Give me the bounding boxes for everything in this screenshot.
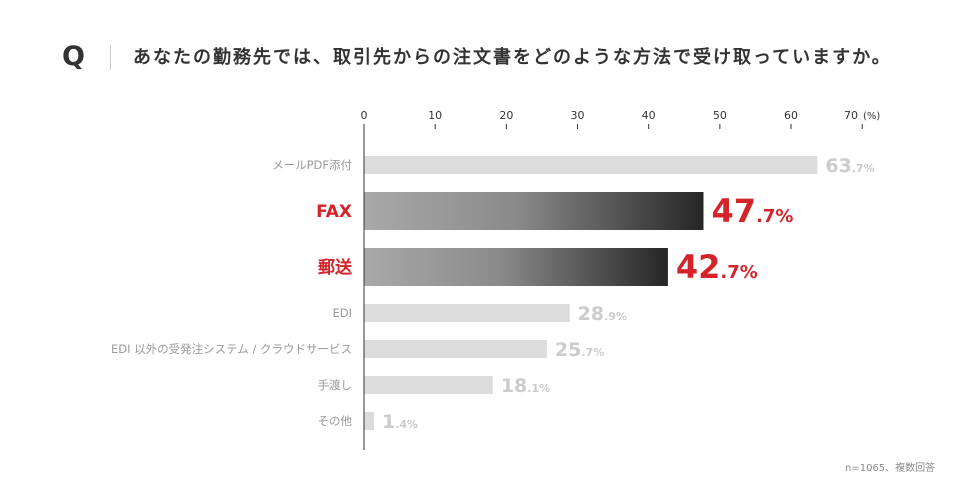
- x-tick-value: 0: [361, 109, 368, 122]
- value-label: 63.7%: [825, 155, 874, 177]
- value-integer: 18: [501, 375, 527, 397]
- value-decimal: .1%: [527, 382, 550, 395]
- value-decimal: .7%: [581, 346, 604, 359]
- bar: [364, 376, 493, 394]
- x-tick-value: 10: [428, 109, 442, 122]
- x-tick-label: 70 (%): [844, 109, 880, 122]
- bar: [364, 304, 570, 322]
- sample-note: n=1065、複数回答: [845, 463, 936, 474]
- x-tick-value: 50: [713, 109, 727, 122]
- value-decimal: .9%: [604, 310, 627, 323]
- category-label: 手渡し: [318, 378, 353, 392]
- value-integer: 42: [676, 248, 721, 286]
- x-tick-label: 0: [361, 109, 368, 122]
- category-label: その他: [318, 414, 353, 428]
- value-integer: 1: [382, 411, 395, 433]
- x-tick-value: 40: [642, 109, 656, 122]
- value-integer: 28: [578, 303, 604, 325]
- category-label: FAX: [316, 202, 352, 222]
- x-tick-label: 40: [642, 109, 656, 122]
- value-label: 47.7%: [711, 192, 793, 230]
- x-tick-value: 70: [844, 109, 858, 122]
- value-decimal: .4%: [395, 418, 418, 431]
- value-decimal: .7%: [756, 206, 793, 227]
- value-integer: 47: [711, 192, 756, 230]
- bar: [364, 412, 374, 430]
- x-tick-label: 30: [571, 109, 585, 122]
- x-tick-value: 60: [784, 109, 798, 122]
- title-divider: [110, 45, 111, 70]
- value-decimal: .7%: [720, 262, 757, 283]
- value-label: 28.9%: [578, 303, 627, 325]
- bar: [364, 340, 547, 358]
- value-label: 18.1%: [501, 375, 550, 397]
- value-integer: 63: [825, 155, 851, 177]
- question-mark: Q: [62, 41, 85, 72]
- category-label: 郵送: [318, 257, 353, 278]
- x-tick-label: 10: [428, 109, 442, 122]
- x-axis-unit: (%): [863, 111, 880, 122]
- x-tick-label: 60: [784, 109, 798, 122]
- category-label: EDI 以外の受発注システム / クラウドサービス: [111, 342, 352, 356]
- value-integer: 25: [555, 339, 581, 361]
- x-tick-value: 20: [499, 109, 513, 122]
- bar: [364, 156, 818, 174]
- x-tick-label: 50: [713, 109, 727, 122]
- value-label: 42.7%: [676, 248, 758, 286]
- category-label: メールPDF添付: [272, 158, 352, 172]
- x-tick-label: 20: [499, 109, 513, 122]
- value-label: 25.7%: [555, 339, 604, 361]
- bar: [364, 192, 704, 230]
- value-decimal: .7%: [852, 162, 875, 175]
- bar: [364, 248, 668, 286]
- value-label: 1.4%: [382, 411, 418, 433]
- category-label: EDI: [332, 306, 352, 320]
- question-title: あなたの勤務先では、取引先からの注文書をどのような方法で受け取っていますか。: [133, 47, 892, 68]
- x-tick-value: 30: [571, 109, 585, 122]
